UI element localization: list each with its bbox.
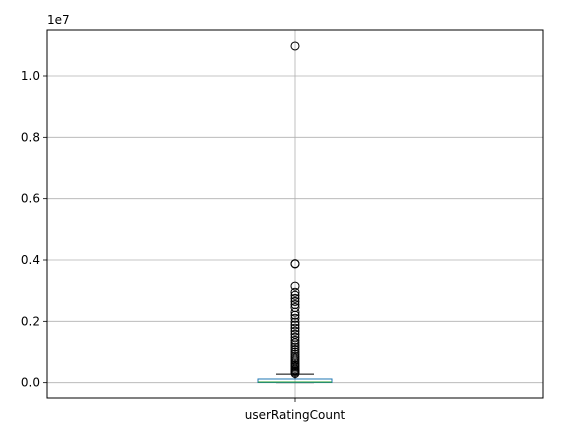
outlier-point <box>290 313 300 323</box>
outlier-point <box>290 345 300 355</box>
outlier-layer <box>290 41 300 378</box>
outlier-point <box>290 293 300 303</box>
outlier-point <box>290 41 300 51</box>
outlier-point <box>290 290 300 300</box>
y-tick-label: 0.2 <box>21 314 40 328</box>
outlier-point <box>290 317 300 327</box>
x-axis-ticks: userRatingCount <box>245 398 346 422</box>
y-tick-label: 0.0 <box>21 376 40 390</box>
outlier-point <box>290 326 300 336</box>
x-tick-label: userRatingCount <box>245 408 346 422</box>
outlier-point <box>290 310 300 320</box>
outlier-point <box>290 320 300 330</box>
outlier-point <box>290 296 300 306</box>
outlier-point <box>290 323 300 333</box>
y-axis-offset-label: 1e7 <box>47 13 70 27</box>
outlier-point <box>290 287 300 297</box>
outlier-point <box>290 340 300 350</box>
outlier-point <box>290 335 300 345</box>
y-axis-ticks: 0.0 0.2 0.4 0.6 0.8 1.0 <box>21 69 47 390</box>
y-tick-label: 0.4 <box>21 253 40 267</box>
outlier-point <box>290 259 300 269</box>
y-tick-label: 0.6 <box>21 192 40 206</box>
outlier-point <box>290 307 300 317</box>
outlier-point <box>290 281 300 291</box>
outlier-point <box>290 342 300 352</box>
y-tick-label: 1.0 <box>21 69 40 83</box>
outlier-point <box>290 329 300 339</box>
outlier-point <box>290 368 300 378</box>
y-tick-label: 0.8 <box>21 130 40 144</box>
box-layer <box>257 373 333 384</box>
outlier-point <box>290 338 300 348</box>
